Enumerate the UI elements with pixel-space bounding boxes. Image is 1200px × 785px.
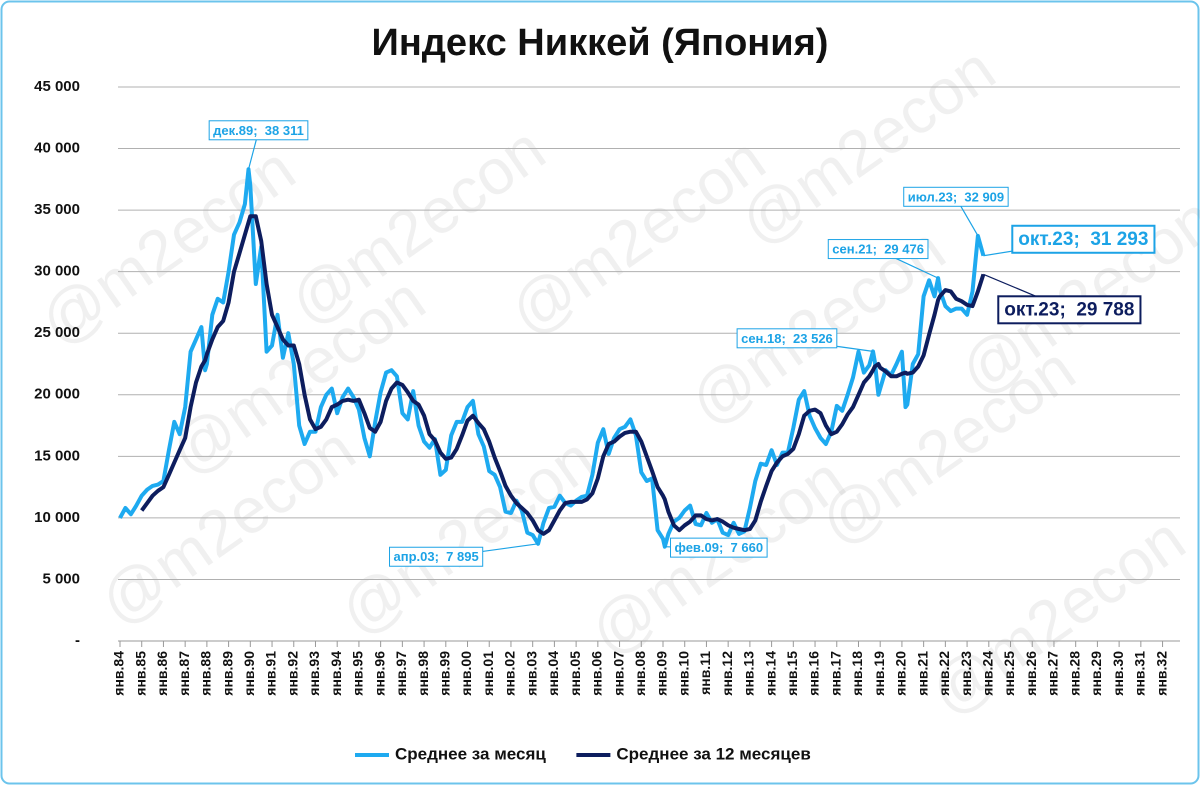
x-tick-label: янв.08 [632, 651, 648, 696]
annotation-box [827, 239, 929, 260]
x-tick-label: янв.28 [1066, 651, 1082, 696]
annotation-box [997, 295, 1142, 325]
annotation-box [903, 186, 1009, 207]
value-label: апр.03; 7 895 [394, 549, 479, 564]
x-tick-label: янв.29 [1088, 651, 1104, 696]
x-tick-label: янв.94 [328, 651, 344, 696]
y-tick-label: 10 000 [34, 509, 80, 526]
y-tick-label: 40 000 [34, 140, 80, 157]
y-tick-label: 20 000 [34, 386, 80, 403]
series-line [140, 214, 986, 536]
x-tick-label: янв.20 [893, 651, 909, 696]
x-tick-label: янв.32 [1153, 651, 1169, 696]
legend: Среднее за месяц Среднее за 12 месяцев [355, 744, 811, 763]
x-tick-label: янв.87 [176, 651, 192, 696]
annotation-box [1011, 224, 1156, 254]
y-tick-label: 30 000 [34, 263, 80, 280]
x-tick-label: янв.09 [654, 651, 670, 696]
axes: - 5 000 10 000 15 000 20 000 25 000 30 000 35 0… [34, 78, 1180, 696]
value-label: окт.23; 29 788 [1004, 299, 1134, 320]
legend-label: Среднее за 12 месяцев [616, 744, 810, 763]
x-tick-label: янв.84 [111, 651, 127, 696]
x-tick-label: янв.00 [458, 651, 474, 696]
x-tick-label: янв.95 [350, 651, 366, 696]
annotation-box [208, 120, 309, 141]
x-tick-label: янв.14 [762, 651, 778, 696]
value-label: дек.89; 38 311 [213, 123, 304, 138]
x-tick-label: янв.03 [523, 651, 539, 696]
x-tick-label: янв.93 [306, 651, 322, 696]
annotation-box [670, 537, 768, 558]
x-tick-label: янв.11 [697, 651, 713, 695]
y-tick-label: 35 000 [34, 201, 80, 218]
x-tick-label: янв.05 [567, 651, 583, 696]
x-tick-label: янв.92 [284, 651, 300, 696]
x-tick-label: янв.07 [610, 651, 626, 696]
x-tick-label: янв.12 [719, 651, 735, 696]
lines [118, 167, 986, 549]
chart-title: Индекс Никкей (Япония) [372, 22, 829, 64]
x-tick-label: янв.10 [675, 651, 691, 696]
x-tick-label: янв.13 [741, 651, 757, 696]
series-line [118, 167, 986, 549]
x-tick-label: янв.97 [393, 651, 409, 696]
x-tick-label: янв.89 [219, 651, 235, 696]
x-tick-label: янв.85 [132, 651, 148, 696]
x-tick-label: янв.01 [480, 651, 496, 696]
legend-label: Среднее за месяц [395, 744, 546, 763]
x-tick-label: янв.19 [871, 651, 887, 696]
x-tick-label: янв.02 [502, 651, 518, 696]
x-tick-label: янв.96 [371, 651, 387, 696]
x-tick-label: янв.27 [1045, 651, 1061, 696]
x-tick-label: янв.21 [914, 651, 930, 696]
x-tick-label: янв.90 [241, 651, 257, 696]
x-tick-label: янв.17 [827, 651, 843, 696]
x-tick-label: янв.18 [849, 651, 865, 696]
value-label: сен.18; 23 526 [741, 331, 833, 346]
x-tick-label: янв.22 [936, 651, 952, 696]
y-tick-label: - [75, 632, 80, 649]
x-tick-label: янв.99 [437, 651, 453, 696]
y-tick-label: 45 000 [34, 78, 80, 95]
value-label: окт.23; 31 293 [1018, 229, 1148, 250]
y-tick-label: 25 000 [34, 324, 80, 341]
annotations: дек.89; 38 311 апр.03; 7 895 фев.09; 7 660… [208, 120, 1156, 567]
x-tick-label: янв.23 [958, 651, 974, 696]
x-tick-label: янв.16 [806, 651, 822, 696]
x-tick-label: янв.15 [784, 651, 800, 696]
x-tick-label: янв.98 [415, 651, 431, 696]
y-tick-label: 5 000 [42, 570, 80, 587]
x-tick-label: янв.04 [545, 651, 561, 696]
x-tick-label: янв.31 [1132, 651, 1148, 696]
annotation-box [389, 546, 484, 567]
y-tick-label: 15 000 [34, 447, 80, 464]
x-tick-label: янв.88 [198, 651, 214, 696]
x-tick-label: янв.91 [263, 651, 279, 696]
value-label: фев.09; 7 660 [675, 540, 764, 555]
x-tick-label: янв.24 [980, 651, 996, 696]
x-tick-label: янв.86 [154, 651, 170, 696]
value-label: сен.21; 29 476 [832, 242, 924, 257]
x-tick-label: янв.30 [1110, 651, 1126, 696]
annotation-box [736, 328, 838, 349]
x-tick-label: янв.26 [1023, 651, 1039, 696]
x-tick-label: янв.25 [1001, 651, 1017, 696]
x-tick-label: янв.06 [589, 651, 605, 696]
value-label: июл.23; 32 909 [908, 189, 1004, 204]
